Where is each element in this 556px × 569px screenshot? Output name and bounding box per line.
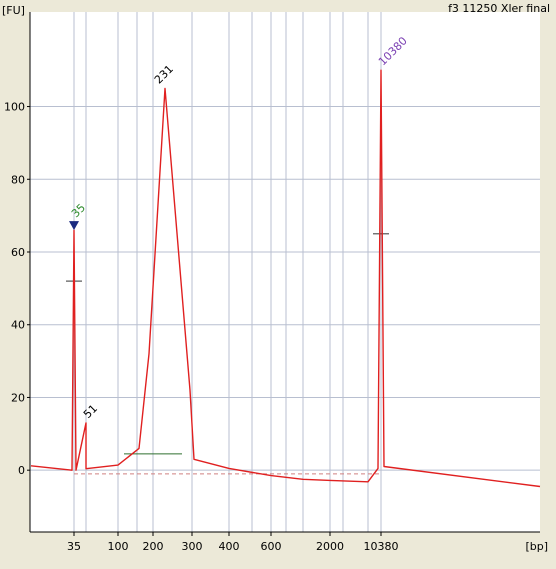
series-line-0 <box>30 69 541 488</box>
chart-title: f3 11250 Xler final <box>448 2 550 15</box>
y-tick-label-20: 20 <box>11 391 25 404</box>
y-tick-label-40: 40 <box>11 319 25 332</box>
y-axis-label: [FU] <box>2 4 25 17</box>
x-tick-label-10380: 10380 <box>364 540 399 553</box>
x-tick-label-400: 400 <box>219 540 240 553</box>
peak-marker-35 <box>69 221 79 231</box>
x-tick-label-600: 600 <box>261 540 282 553</box>
y-tick-label-60: 60 <box>11 246 25 259</box>
grid-layer <box>30 12 540 532</box>
y-tick-label-80: 80 <box>11 173 25 186</box>
labels-layer: 0 20 40 60 80 100 35 100 200 300 400 600 2000 10380 [F… <box>2 2 550 553</box>
series-layer <box>30 69 541 488</box>
axes-layer <box>27 12 540 536</box>
x-tick-label-100: 100 <box>108 540 129 553</box>
x-tick-label-300: 300 <box>182 540 203 553</box>
plot-area <box>30 12 540 532</box>
x-tick-label-35: 35 <box>67 540 81 553</box>
x-tick-label-200: 200 <box>143 540 164 553</box>
x-axis-label: [bp] <box>525 540 548 553</box>
y-tick-label-100: 100 <box>4 101 25 114</box>
x-tick-label-2000: 2000 <box>316 540 344 553</box>
y-tick-label-0: 0 <box>18 464 25 477</box>
